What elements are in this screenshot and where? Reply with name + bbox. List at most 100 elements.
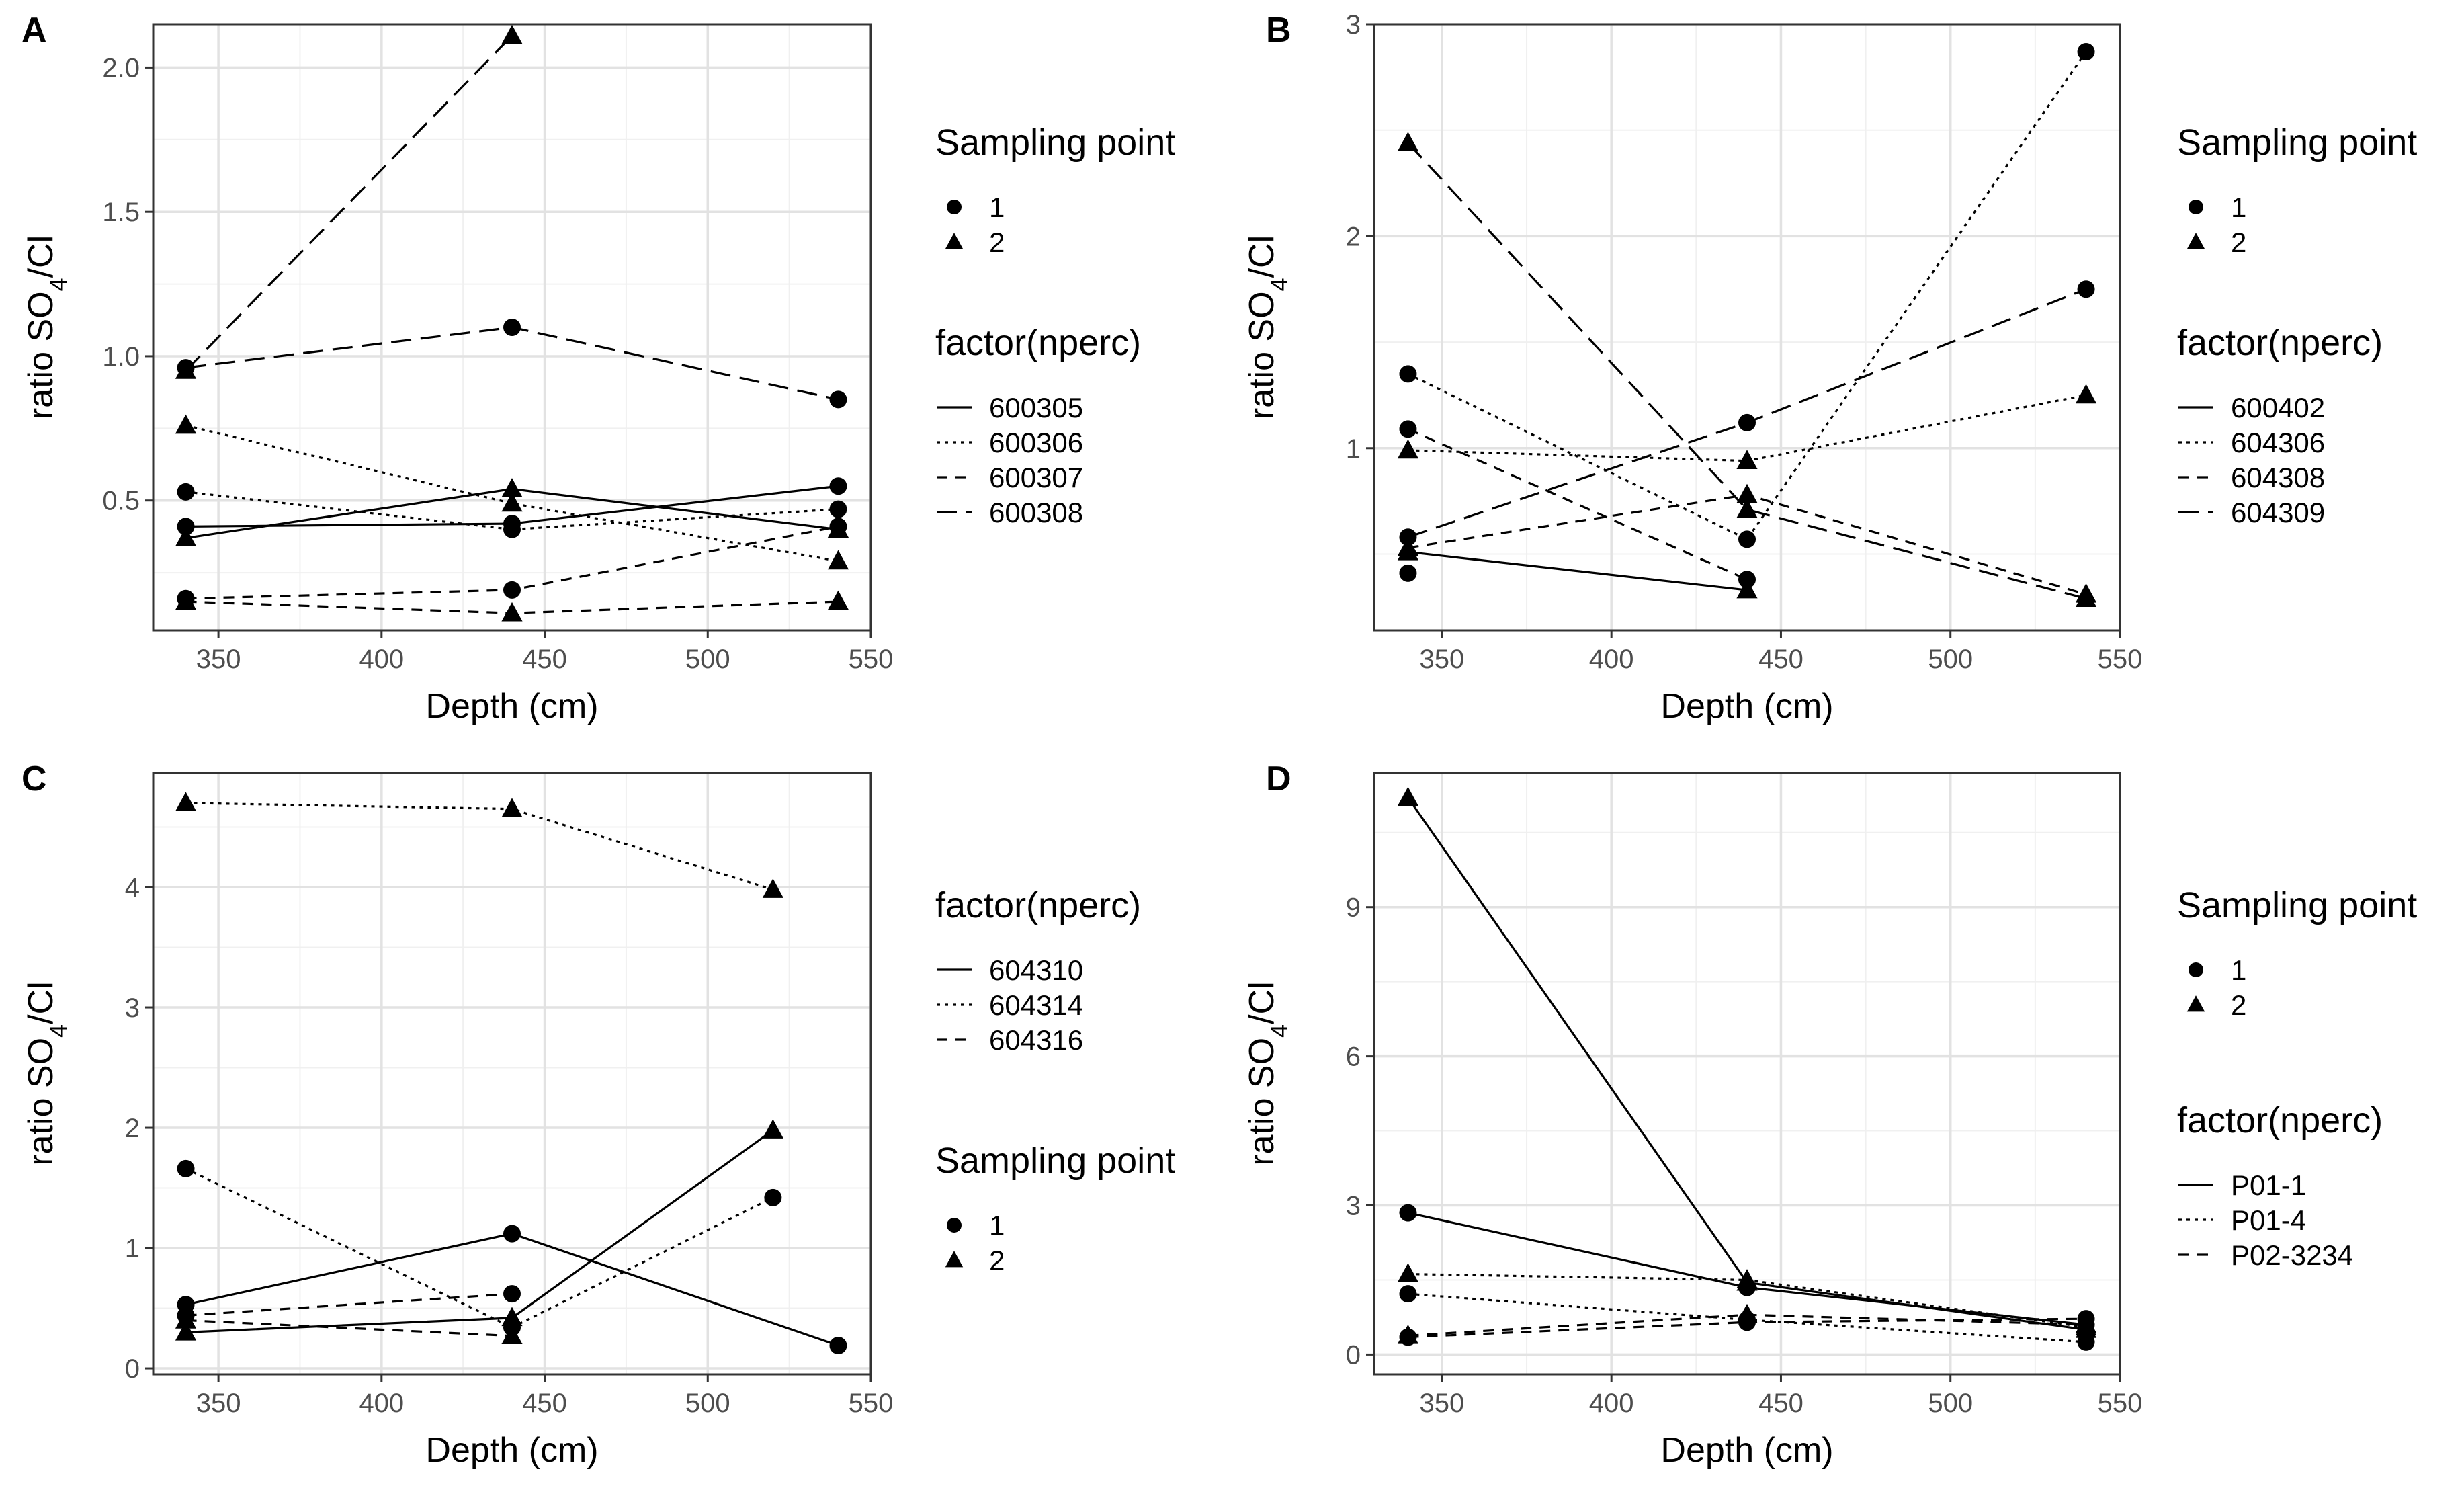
x-tick-label: 450	[522, 645, 567, 674]
data-point	[175, 414, 197, 434]
legend-label: 600305	[989, 392, 1083, 423]
legend-label: 604314	[989, 989, 1083, 1021]
x-axis-title: Depth (cm)	[1660, 687, 1833, 726]
series-600307-triangle	[175, 590, 849, 622]
series-600306-circle	[177, 483, 847, 538]
legend-label: 604306	[2231, 427, 2325, 458]
series-604314-triangle	[175, 792, 783, 898]
data-point	[829, 1337, 847, 1355]
data-point	[1736, 579, 1758, 599]
series-line	[1407, 142, 2086, 600]
y-axis-title: ratio SO4/Cl	[22, 981, 72, 1165]
data-point	[1397, 1324, 1419, 1344]
data-point	[1736, 483, 1758, 503]
series-604306-triangle	[1397, 384, 2097, 469]
y-tick-label: 4	[125, 873, 140, 903]
x-tick-label: 400	[359, 645, 404, 674]
series-600308-triangle	[175, 24, 523, 379]
y-tick-label: 6	[1346, 1042, 1361, 1072]
y-tick-label: 3	[125, 993, 140, 1023]
data-point	[175, 792, 197, 812]
y-tick-label: 9	[1346, 893, 1361, 923]
x-axis-title: Depth (cm)	[425, 687, 598, 726]
x-axis-title: Depth (cm)	[425, 1431, 598, 1470]
data-point	[177, 1159, 195, 1177]
y-tick-label: 0	[1346, 1340, 1361, 1370]
legend-title: Sampling point	[935, 1141, 1175, 1181]
data-point	[1397, 132, 1419, 151]
legend-factor-nperc: factor(nperc) 600402 604306 604308 604309	[2177, 323, 2383, 528]
legend-title: factor(nperc)	[2177, 1100, 2383, 1141]
data-point	[175, 360, 197, 379]
y-axis-title: ratio SO4/Cl	[22, 235, 72, 419]
data-point	[1738, 571, 1756, 589]
x-tick-label: 350	[1420, 1389, 1465, 1418]
legend-label: 1	[2231, 192, 2246, 223]
legend-title: factor(nperc)	[935, 323, 1141, 363]
data-point	[1397, 1263, 1419, 1282]
x-tick-label: 500	[685, 645, 730, 674]
legend-label: 600402	[2231, 392, 2325, 423]
x-tick-label: 450	[1758, 1389, 1803, 1418]
legend-key-circle	[2189, 962, 2203, 977]
data-point	[503, 319, 521, 336]
legend-label: 600308	[989, 497, 1083, 528]
data-point	[827, 550, 849, 570]
data-point	[1399, 528, 1417, 546]
legend-title: factor(nperc)	[2177, 323, 2383, 363]
legend-label: 1	[2231, 954, 2246, 986]
legend-label: 1	[989, 1210, 1005, 1241]
x-tick-label: 550	[849, 1389, 894, 1418]
panel-c: 350 400 450 500 550 0 1 2 3 4 Depth (cm) ratio SO4/…	[22, 759, 1175, 1470]
legend-key-triangle	[945, 1251, 964, 1268]
series-604309-circle	[1399, 280, 2095, 546]
y-tick-label: 1.0	[102, 342, 140, 372]
data-point	[2075, 587, 2097, 607]
y-tick-label: 2	[125, 1114, 140, 1143]
x-tick-label: 400	[1589, 1389, 1634, 1418]
legend-label: 604310	[989, 954, 1083, 986]
data-point	[501, 798, 523, 817]
series-604306-circle	[1399, 43, 2095, 548]
series-line	[185, 35, 513, 372]
data-point	[2075, 1313, 2097, 1333]
panel-tag: C	[22, 759, 47, 798]
panel-a: 350 400 450 500 550 0.5 1.0 1.5 2.0 Depth (cm) rat…	[22, 11, 1175, 726]
legend-label: 2	[989, 226, 1005, 258]
series-line	[185, 1292, 513, 1317]
panel-border	[152, 23, 872, 632]
data-point	[762, 1119, 783, 1139]
y-tick-label: 0.5	[102, 487, 140, 516]
data-point	[175, 1309, 197, 1329]
data-point	[1736, 1303, 1758, 1323]
data-point	[175, 590, 197, 610]
series-line	[185, 1167, 774, 1329]
y-axis-title: ratio SO4/Cl	[1242, 235, 1293, 419]
y-tick-label: 2.0	[102, 53, 140, 83]
series-600402-circle	[1399, 564, 1417, 582]
y-tick-label: 0	[125, 1354, 140, 1384]
legend-title: factor(nperc)	[935, 885, 1141, 925]
legend-label: P02-3234	[2231, 1239, 2353, 1271]
legend-label: P01-4	[2231, 1204, 2306, 1236]
series-P02-3234-triangle	[1397, 1303, 2097, 1344]
data-point	[177, 483, 195, 501]
data-point	[501, 478, 523, 497]
legend-label: 604308	[2231, 462, 2325, 493]
data-point	[175, 1321, 197, 1341]
data-point	[1399, 1285, 1417, 1303]
legend-title: Sampling point	[2177, 885, 2417, 925]
data-point	[503, 1225, 521, 1243]
series-600306-triangle	[175, 414, 849, 570]
legend-key-circle	[2189, 200, 2203, 214]
legend-label: 604316	[989, 1024, 1083, 1056]
data-point	[1738, 413, 1756, 431]
legend-key-triangle	[2186, 233, 2205, 249]
